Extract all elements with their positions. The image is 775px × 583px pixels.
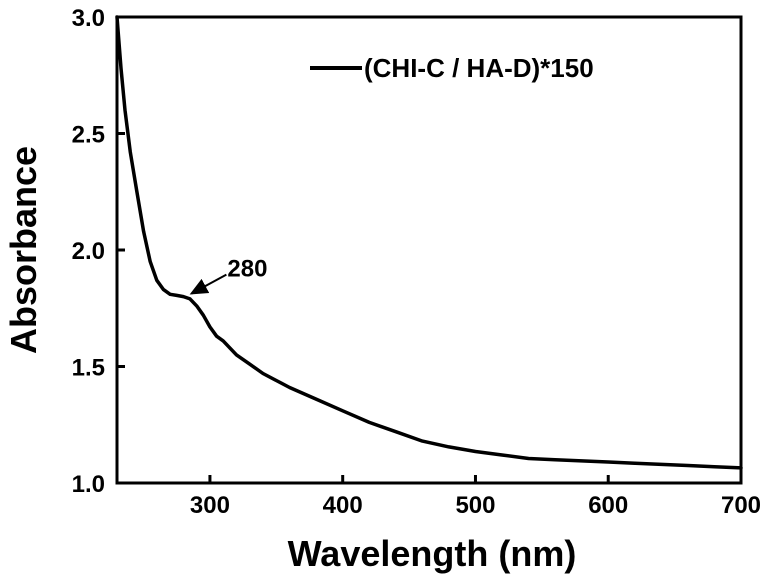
- plot-frame: [115, 15, 743, 485]
- y-tick-label: 1.0: [72, 471, 105, 498]
- series-layer: [115, 15, 743, 470]
- y-tick-label: 2.0: [72, 238, 105, 265]
- legend: (CHI-C / HA-D)*150: [310, 53, 594, 83]
- x-tick-label: 700: [721, 492, 761, 519]
- y-tick-label: 3.0: [72, 5, 105, 32]
- axes: [115, 15, 743, 485]
- x-axis-title: Wavelength (nm): [288, 533, 577, 574]
- ticks: 300 400 500 600 700 1.0 1.5 2.0 2.5 3.0: [72, 5, 761, 519]
- x-tick-label: 600: [588, 492, 628, 519]
- x-tick-label: 400: [323, 492, 363, 519]
- y-axis-title: Absorbance: [3, 146, 44, 354]
- legend-label: (CHI-C / HA-D)*150: [364, 53, 594, 83]
- x-tick-label: 300: [190, 492, 230, 519]
- y-tick-label: 1.5: [72, 355, 105, 382]
- annotations: 280: [189, 256, 267, 295]
- annotation-label: 280: [227, 256, 267, 283]
- x-tick-label: 500: [455, 492, 495, 519]
- series-line: [115, 15, 743, 470]
- y-tick-label: 2.5: [72, 122, 105, 149]
- annotation-arrow: [189, 273, 227, 295]
